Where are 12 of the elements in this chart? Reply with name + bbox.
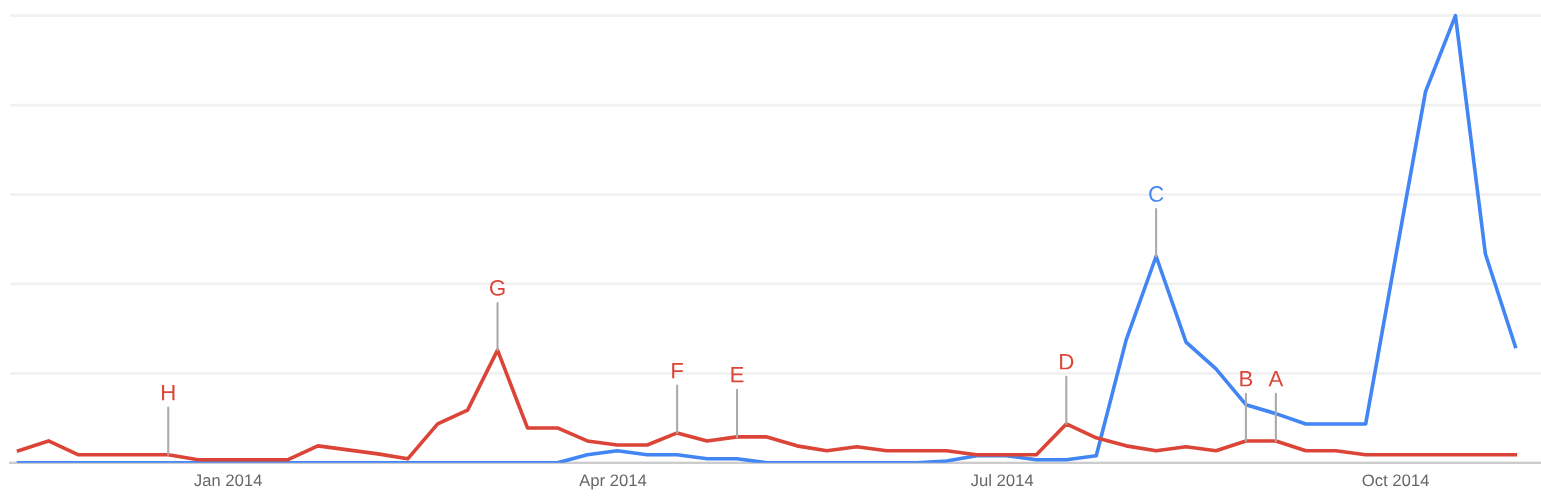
annotation: E (731, 367, 744, 383)
annotation: H (162, 384, 175, 401)
x-tick-label: Apr 2014 (579, 474, 647, 490)
annotation: A (1268, 371, 1284, 387)
annotation: G (490, 280, 505, 296)
annotation: F (672, 362, 684, 379)
annotation: C (1149, 186, 1164, 202)
x-tick-label: Jul 2014 (970, 473, 1034, 487)
annotation: D (1060, 354, 1074, 370)
annotation: B (1240, 371, 1253, 387)
x-tick-label: Jan 2014 (194, 474, 262, 487)
x-tick-label: Oct 2014 (1362, 474, 1429, 487)
